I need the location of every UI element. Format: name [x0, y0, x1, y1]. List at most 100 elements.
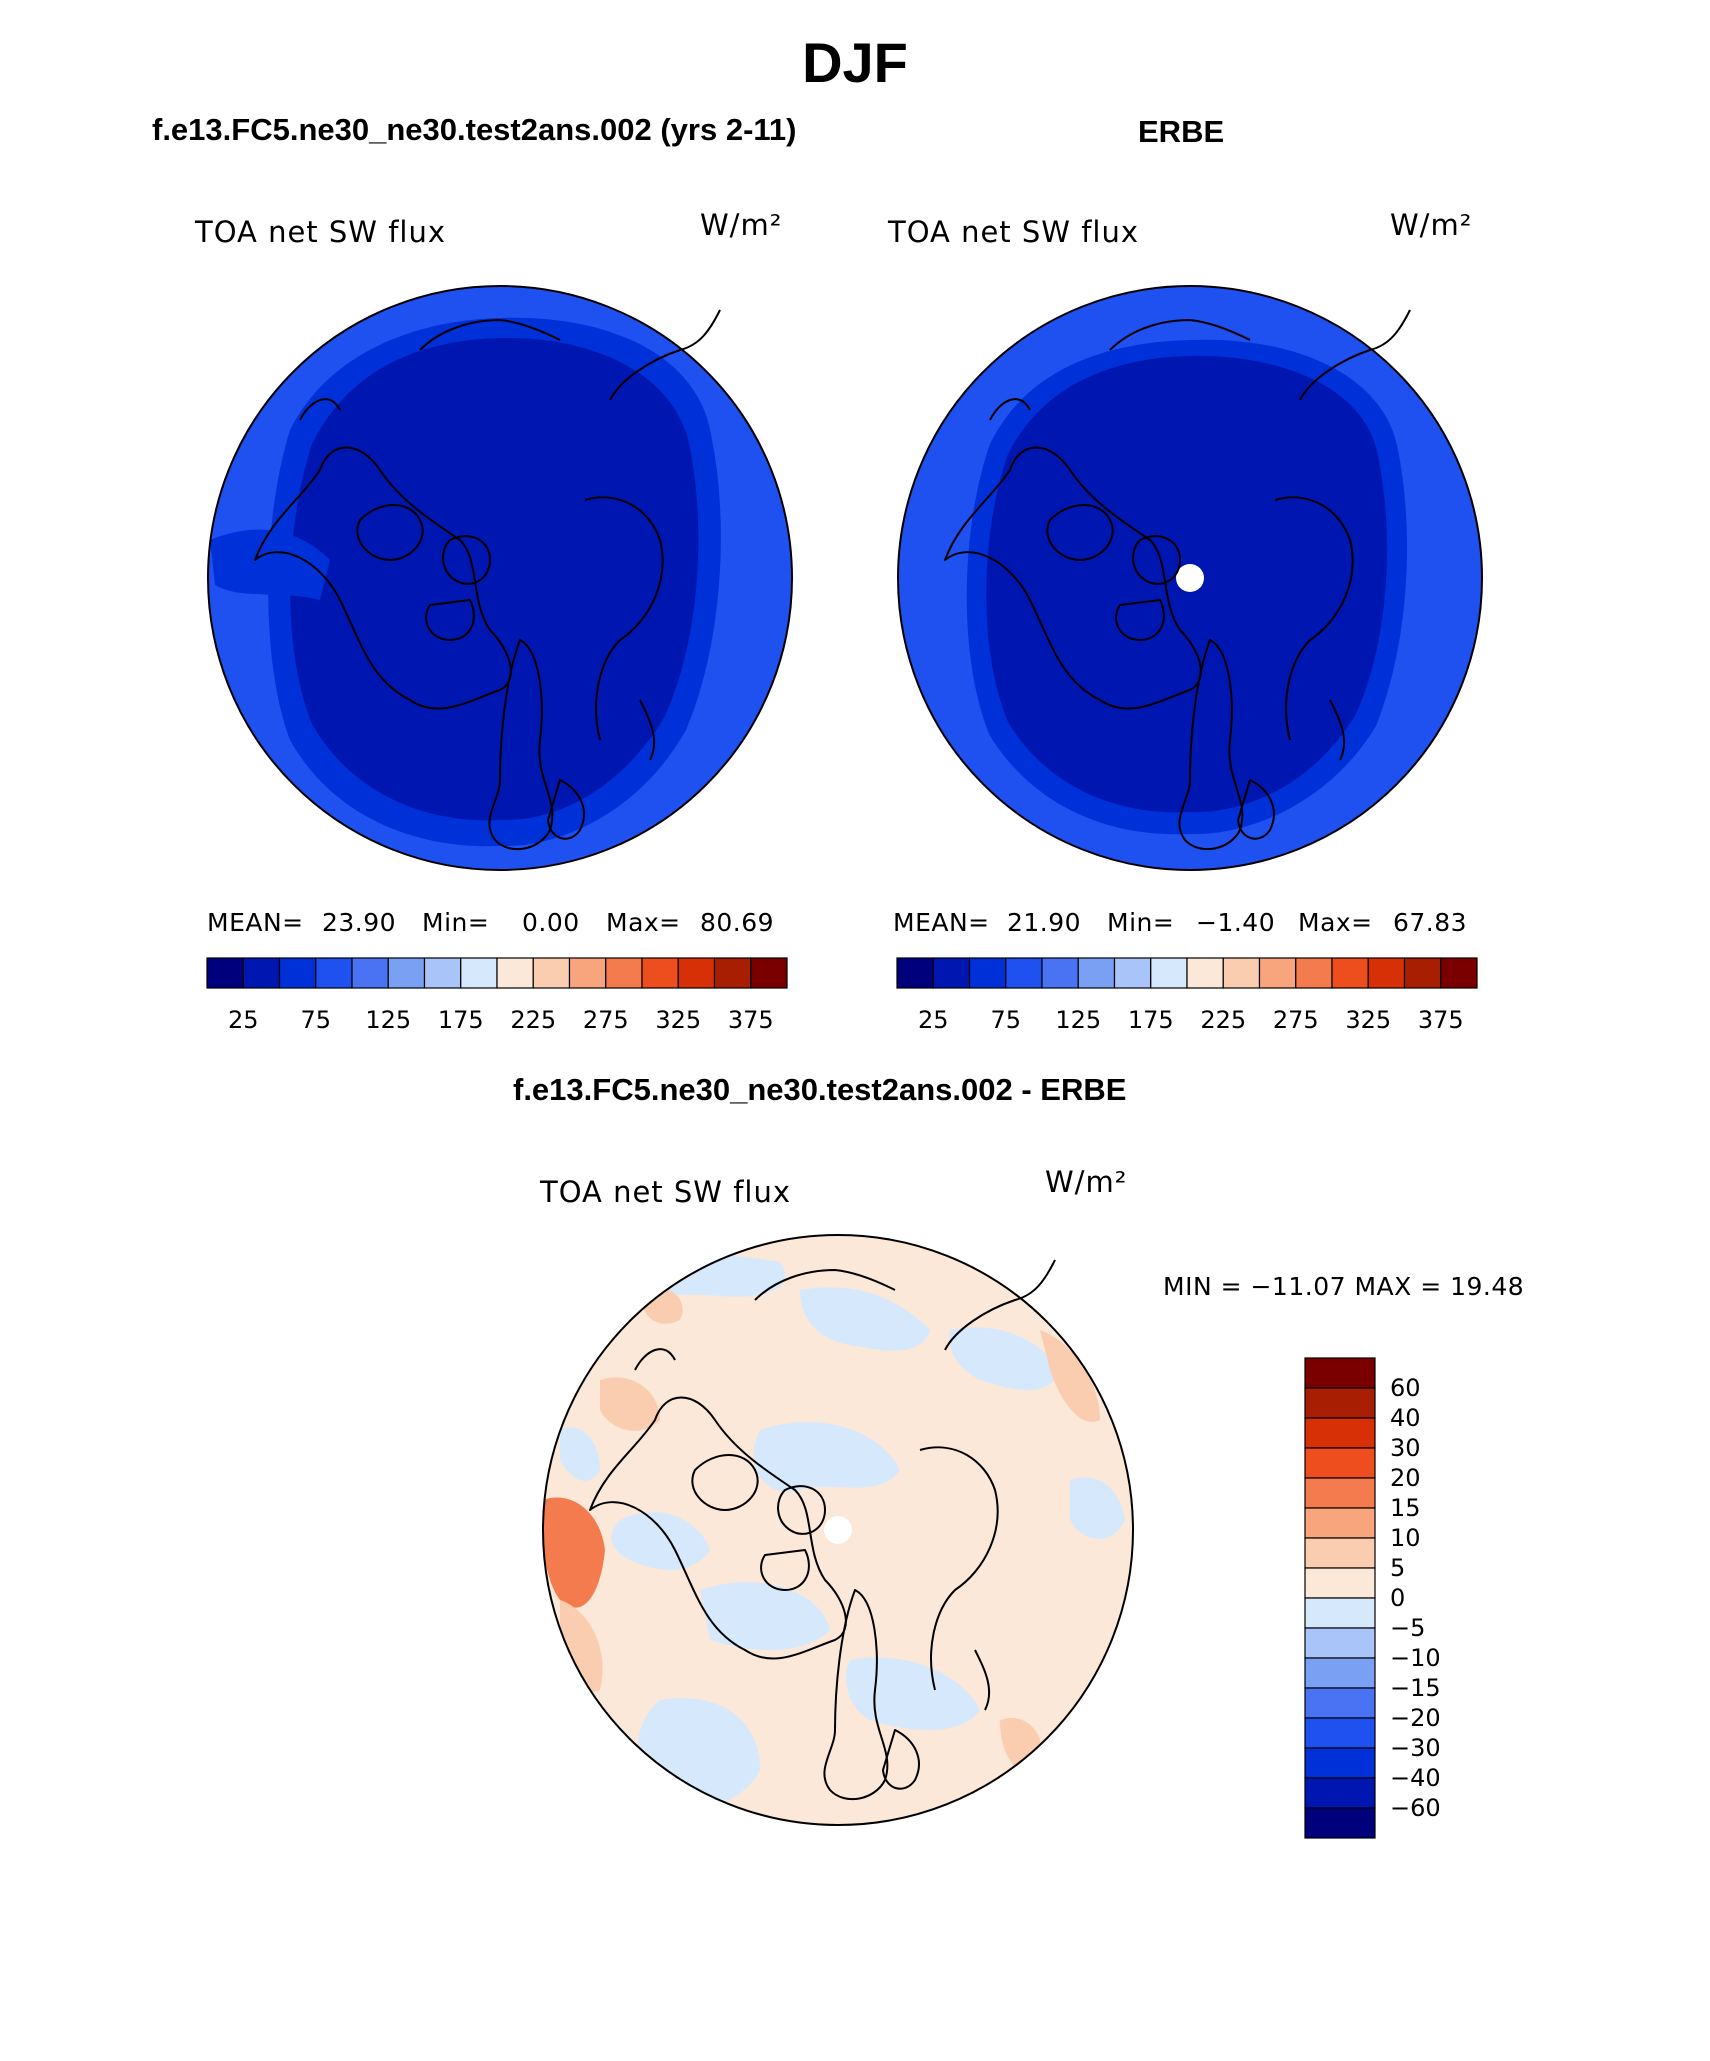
- diff-colorbar-tick-label: 10: [1390, 1524, 1421, 1552]
- diff-negative-patch: [753, 1422, 900, 1492]
- diff-colorbar-tick-label: 0: [1390, 1584, 1405, 1612]
- diff-colorbar-tick-label: −20: [1390, 1704, 1441, 1732]
- model-colorbar-tick-label: 175: [438, 1006, 484, 1034]
- model-variable-label: TOA net SW flux: [195, 215, 447, 249]
- obs-colorbar-box: [1295, 957, 1333, 989]
- model-coastlines: [254, 309, 721, 850]
- model-max-value: 80.69: [700, 908, 775, 937]
- obs-colorbar-tick-label: 75: [990, 1006, 1021, 1034]
- obs-colorbar-box: [1367, 957, 1406, 989]
- diff-variable-label: TOA net SW flux: [540, 1175, 792, 1209]
- model-mean-value: 23.90: [322, 908, 397, 937]
- obs-colorbar-tick-label: 125: [1055, 1006, 1101, 1034]
- obs-colorbar-box: [1258, 957, 1297, 989]
- model-colorbar-box: [387, 957, 426, 989]
- diff-colorbar-tick-label: −10: [1390, 1644, 1441, 1672]
- model-colorbar-box: [496, 957, 534, 989]
- obs-units-label: W/m²: [1390, 208, 1473, 242]
- obs-colorbar-box: [1222, 957, 1261, 989]
- diff-negative-patch: [949, 1327, 1060, 1390]
- model-colorbar-box: [242, 957, 281, 989]
- obs-map: [897, 285, 1483, 871]
- diff-colorbar-box: [1304, 1657, 1376, 1689]
- obs-map-border: [897, 285, 1483, 871]
- obs-colorbar-tick-label: 175: [1128, 1006, 1174, 1034]
- obs-colorbar: 25 75 125 175 225 275 325 375: [896, 957, 1478, 1034]
- obs-colorbar-box: [1440, 957, 1478, 989]
- obs-colorbar-tick-label: 275: [1273, 1006, 1319, 1034]
- model-colorbar-tick-label: 75: [300, 1006, 331, 1034]
- diff-colorbar-box: [1304, 1387, 1376, 1419]
- diff-colorbar-tick-label: 40: [1390, 1404, 1421, 1432]
- obs-colorbar-box: [1113, 957, 1152, 989]
- model-map: [207, 285, 793, 871]
- model-colorbar-tick-label: 25: [228, 1006, 259, 1034]
- model-units-label: W/m²: [700, 208, 783, 242]
- model-colorbar-box: [605, 957, 643, 989]
- model-max-label: Max=: [606, 908, 681, 937]
- obs-max-value: 67.83: [1393, 908, 1468, 937]
- diff-colorbar-tick-label: −40: [1390, 1764, 1441, 1792]
- obs-colorbar-tick-label: 325: [1345, 1006, 1391, 1034]
- model-mean-label: MEAN=: [207, 908, 304, 937]
- diff-positive-patch: [1040, 1330, 1100, 1422]
- model-colorbar-tick-label: 125: [365, 1006, 411, 1034]
- diff-colorbar-box: [1304, 1507, 1376, 1539]
- diff-missing-pole: [824, 1516, 852, 1544]
- obs-min-value: −1.40: [1196, 908, 1276, 937]
- diff-colorbar-tick-label: 30: [1390, 1434, 1421, 1462]
- model-min-label: Min=: [422, 908, 490, 937]
- diff-positive-patch: [543, 1497, 605, 1608]
- diff-colorbar-box: [1304, 1807, 1376, 1839]
- obs-mean-label: MEAN=: [893, 908, 990, 937]
- diff-colorbar-box: [1304, 1357, 1376, 1389]
- obs-colorbar-box: [968, 957, 1007, 989]
- obs-colorbar-tick-label: 225: [1200, 1006, 1246, 1034]
- model-colorbar-box: [351, 957, 389, 989]
- diff-negative-patch: [560, 1427, 600, 1481]
- model-colorbar-box: [423, 957, 462, 989]
- model-colorbar-tick-label: 375: [728, 1006, 774, 1034]
- diff-negative-patch: [846, 1657, 980, 1730]
- obs-colorbar-box: [1077, 957, 1116, 989]
- obs-case-title: ERBE: [1138, 114, 1225, 149]
- diff-negative-patch: [700, 1582, 830, 1650]
- diff-negative-patch: [800, 1287, 930, 1351]
- model-map-border: [207, 285, 793, 871]
- model-colorbar-box: [315, 957, 353, 989]
- diff-colorbar-tick-label: −30: [1390, 1734, 1441, 1762]
- diff-negative-patch: [611, 1511, 710, 1570]
- diff-colorbar-tick-label: −60: [1390, 1794, 1441, 1822]
- diff-colorbar-tick-label: 20: [1390, 1464, 1421, 1492]
- model-colorbar-box: [278, 957, 317, 989]
- diff-colorbar-tick-label: 15: [1390, 1494, 1421, 1522]
- model-colorbar-box: [750, 957, 788, 989]
- obs-missing-pole: [1176, 564, 1204, 592]
- diff-colorbar-box: [1304, 1597, 1376, 1629]
- model-colorbar-box: [532, 957, 571, 989]
- diff-case-title: f.e13.FC5.ne30_ne30.test2ans.002 - ERBE: [513, 1072, 1127, 1107]
- diff-coastlines: [589, 1259, 1056, 1800]
- diff-colorbar-box: [1304, 1747, 1376, 1779]
- obs-colorbar-tick-label: 375: [1418, 1006, 1464, 1034]
- obs-colorbar-box: [932, 957, 971, 989]
- model-colorbar-tick-label: 225: [510, 1006, 556, 1034]
- diff-colorbar-tick-label: 60: [1390, 1374, 1421, 1402]
- diff-colorbar-box: [1304, 1417, 1376, 1449]
- obs-colorbar-box: [896, 957, 934, 989]
- model-case-title: f.e13.FC5.ne30_ne30.test2ans.002 (yrs 2-…: [152, 112, 797, 147]
- model-colorbar-box: [641, 957, 679, 989]
- model-colorbar-tick-label: 325: [655, 1006, 701, 1034]
- model-min-value: 0.00: [522, 908, 580, 937]
- diff-colorbar-box: [1304, 1687, 1376, 1719]
- diff-colorbar-tick-label: −15: [1390, 1674, 1441, 1702]
- obs-colorbar-box: [1186, 957, 1224, 989]
- obs-min-label: Min=: [1107, 908, 1175, 937]
- obs-colorbar-box: [1403, 957, 1442, 989]
- diff-negative-patch: [1070, 1477, 1125, 1539]
- obs-max-label: Max=: [1298, 908, 1373, 937]
- model-colorbar-box: [713, 957, 752, 989]
- page-title: DJF: [802, 31, 908, 94]
- diff-positive-patch: [600, 1377, 660, 1431]
